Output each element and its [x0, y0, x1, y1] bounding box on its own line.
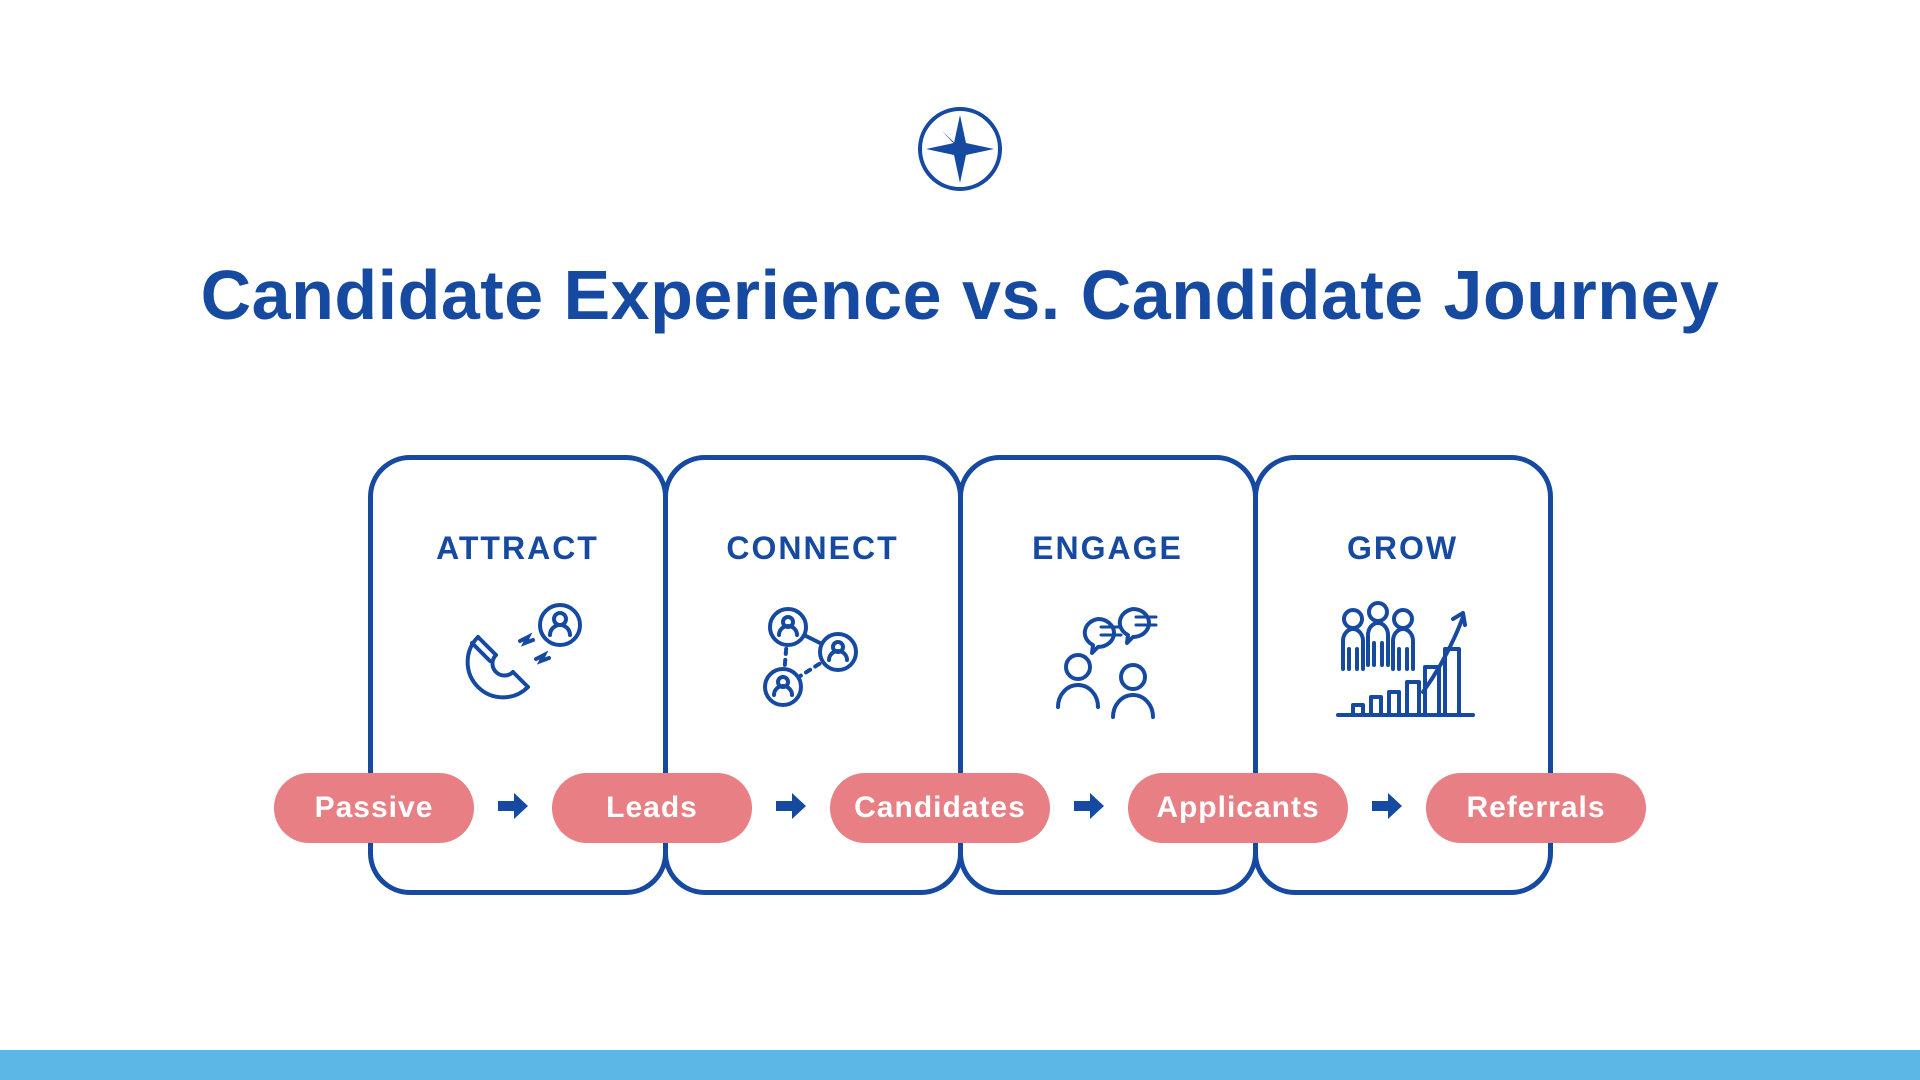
flow-pill-passive: Passive [274, 773, 474, 843]
flow-pill-applicants: Applicants [1128, 773, 1348, 843]
magnet-person-icon [448, 597, 588, 727]
flow-pill-referrals: Referrals [1426, 773, 1646, 843]
footer-accent-bar [0, 1050, 1920, 1080]
flow-pills-row: Passive Leads Candidates Applicants Refe… [274, 773, 1646, 843]
slide: Candidate Experience vs. Candidate Journ… [0, 0, 1920, 1080]
growth-people-icon [1323, 597, 1483, 727]
flow-pill-candidates: Candidates [830, 773, 1050, 843]
stage-card-title: ATTRACT [436, 530, 599, 567]
arrow-icon [774, 789, 808, 828]
stage-card-title: ENGAGE [1032, 530, 1183, 567]
arrow-icon [496, 789, 530, 828]
network-people-icon [743, 597, 883, 727]
compass-icon [916, 105, 1004, 198]
arrow-icon [1370, 789, 1404, 828]
arrow-icon [1072, 789, 1106, 828]
flow-pill-leads: Leads [552, 773, 752, 843]
stage-card-title: CONNECT [726, 530, 898, 567]
chat-people-icon [1038, 597, 1178, 727]
page-title: Candidate Experience vs. Candidate Journ… [0, 255, 1920, 335]
stage-card-title: GROW [1347, 530, 1458, 567]
